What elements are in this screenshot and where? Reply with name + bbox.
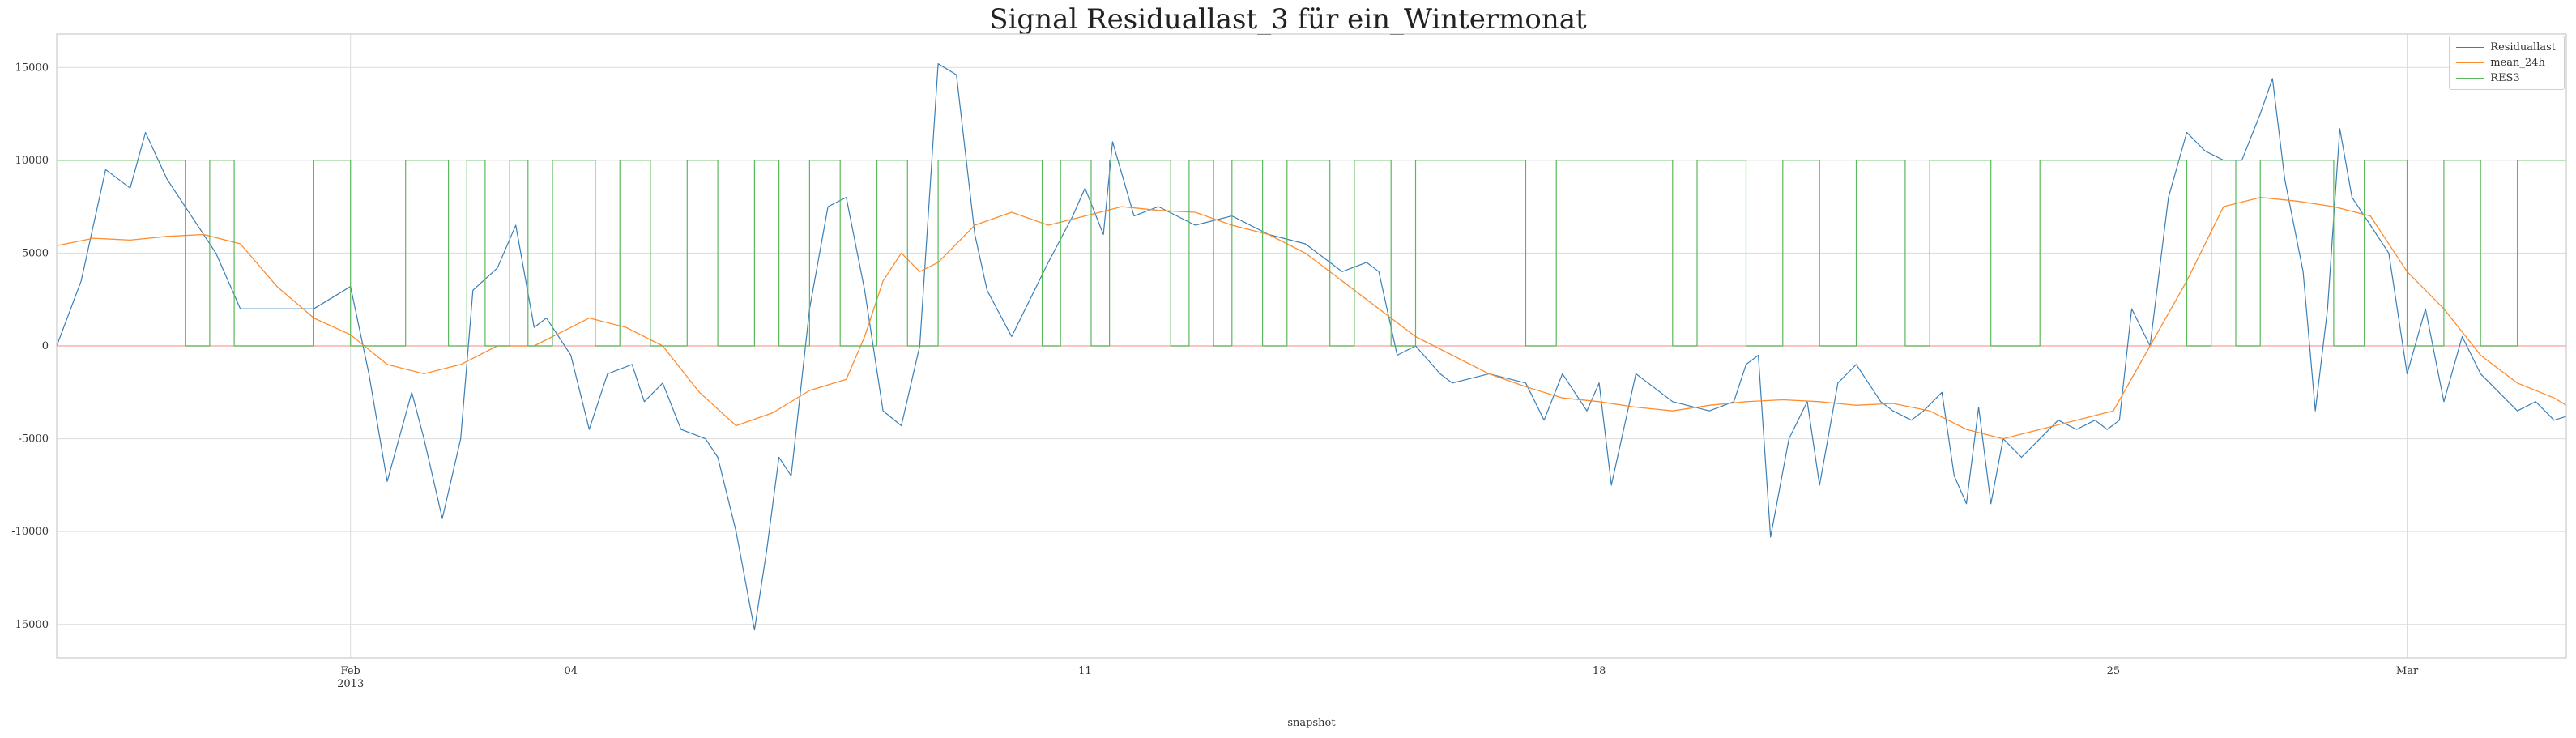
legend-swatch-residuallast <box>2456 47 2484 48</box>
x-tick-sublabel: 2013 <box>337 678 364 690</box>
series-line-mean-24h <box>56 197 2567 440</box>
y-tick-label: -10000 <box>11 526 49 538</box>
y-tick-label: -15000 <box>11 619 49 631</box>
y-tick-label: -5000 <box>19 433 49 446</box>
y-tick-label: 10000 <box>15 155 49 167</box>
x-axis-title: snapshot <box>1287 717 1336 729</box>
legend: Residuallast mean_24h RES3 <box>2449 36 2565 90</box>
legend-label-residuallast: Residuallast <box>2490 41 2556 53</box>
x-tick-label: 04 <box>564 665 578 677</box>
legend-swatch-mean-24h <box>2456 62 2484 63</box>
y-tick-label: 0 <box>42 340 49 352</box>
series-line-res3 <box>57 160 2566 347</box>
legend-label-res3: RES3 <box>2490 72 2520 84</box>
y-tick-label: 15000 <box>15 62 49 74</box>
chart-title: Signal Residuallast_3 für ein_Wintermona… <box>989 3 1587 36</box>
x-tick-label: 25 <box>2107 665 2121 677</box>
x-tick-label: 18 <box>1593 665 1606 677</box>
series-layer <box>56 63 2567 631</box>
plot-frame <box>56 33 2567 659</box>
legend-item-mean-24h: mean_24h <box>2456 55 2556 70</box>
x-tick-label: 11 <box>1078 665 1092 677</box>
x-tick-label: Mar <box>2396 665 2419 677</box>
legend-item-res3: RES3 <box>2456 70 2556 86</box>
x-tick-label: Feb <box>341 665 360 677</box>
legend-label-mean-24h: mean_24h <box>2490 57 2545 69</box>
legend-swatch-res3 <box>2456 78 2484 79</box>
y-tick-label: 5000 <box>22 247 49 259</box>
legend-item-residuallast: Residuallast <box>2456 40 2556 55</box>
series-line-residuallast <box>56 63 2567 631</box>
